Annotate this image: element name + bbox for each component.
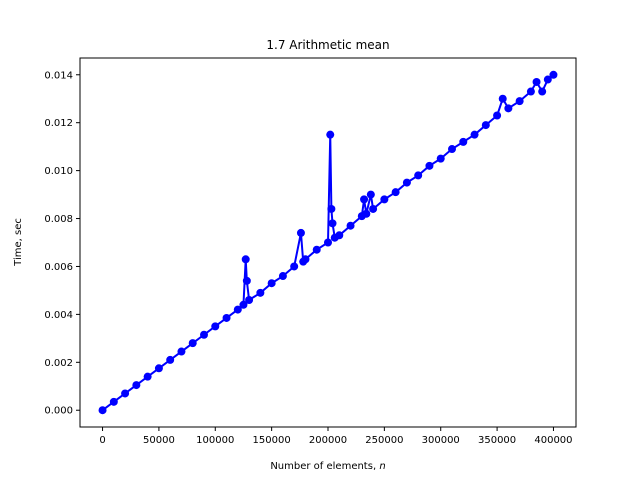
data-point	[493, 111, 502, 120]
data-point	[360, 195, 369, 204]
data-point	[436, 154, 445, 163]
data-point	[402, 178, 411, 187]
data-point	[290, 262, 299, 271]
data-point	[391, 188, 400, 197]
y-tick-label: 0.002	[44, 358, 73, 369]
data-point	[549, 70, 558, 79]
data-point	[414, 171, 423, 180]
x-tick-label: 150000	[253, 435, 291, 446]
data-point	[515, 97, 524, 106]
x-tick-label: 300000	[422, 435, 460, 446]
x-tick-label: 200000	[309, 435, 347, 446]
data-point	[498, 94, 507, 103]
data-point	[296, 228, 305, 237]
data-point	[532, 77, 541, 86]
data-point	[326, 130, 335, 139]
y-tick-label: 0.008	[44, 214, 73, 225]
y-tick-label: 0.014	[44, 70, 73, 81]
data-point	[239, 300, 248, 309]
data-point	[98, 406, 107, 415]
data-point	[328, 219, 337, 228]
data-point	[200, 330, 208, 339]
data-point	[242, 276, 251, 285]
data-point	[222, 313, 231, 322]
data-point	[121, 389, 130, 398]
y-tick-label: 0.012	[44, 118, 73, 129]
data-point	[211, 322, 220, 331]
data-point	[362, 209, 371, 218]
data-point	[425, 161, 434, 170]
y-tick-label: 0.010	[44, 166, 73, 177]
data-point	[346, 221, 355, 230]
data-point	[448, 145, 456, 154]
chart-title: 1.7 Arithmetic mean	[266, 38, 389, 52]
x-tick-label: 250000	[365, 435, 403, 446]
plot-area	[98, 70, 558, 415]
data-point	[109, 397, 118, 406]
y-axis: 0.000 0.002 0.004 0.006 0.008 0.010 0.012 0.014	[44, 70, 80, 417]
data-point	[481, 121, 490, 130]
data-point	[188, 339, 197, 348]
y-axis-label: Time, sec	[13, 218, 24, 267]
data-point	[256, 288, 265, 297]
data-point	[327, 204, 336, 213]
data-point	[245, 296, 254, 305]
data-point	[154, 364, 163, 373]
x-axis-label-text: Number of elements,	[270, 461, 379, 472]
x-tick-label: 350000	[478, 435, 516, 446]
data-point	[241, 255, 250, 264]
x-axis: 0 50000 100000 150000 200000 250000 300000 3500…	[99, 427, 573, 446]
data-point	[177, 347, 186, 356]
data-point	[324, 238, 332, 247]
data-point	[301, 255, 310, 264]
data-point	[543, 75, 552, 84]
y-tick-label: 0.000	[44, 406, 73, 417]
y-tick-label: 0.006	[44, 262, 73, 273]
data-point	[335, 231, 344, 240]
data-point	[312, 245, 321, 254]
data-point	[470, 130, 479, 139]
x-axis-label-variable: n	[379, 461, 385, 472]
data-point	[504, 104, 513, 113]
x-tick-label: 400000	[534, 435, 572, 446]
data-point	[366, 190, 375, 199]
data-point	[278, 272, 287, 281]
data-point	[369, 204, 378, 213]
axes-frame	[79, 57, 577, 428]
data-point	[143, 372, 152, 381]
data-point	[526, 87, 535, 96]
data-point	[267, 279, 276, 288]
data-point	[233, 305, 242, 314]
x-tick-label: 50000	[143, 435, 175, 446]
data-point	[459, 137, 468, 146]
y-tick-label: 0.004	[44, 310, 73, 321]
data-point	[132, 381, 141, 390]
data-point	[538, 87, 547, 96]
x-tick-label: 0	[99, 435, 105, 446]
x-axis-label: Number of elements, n	[270, 461, 385, 472]
x-tick-label: 100000	[196, 435, 234, 446]
data-point	[166, 355, 175, 364]
data-point	[380, 195, 389, 204]
